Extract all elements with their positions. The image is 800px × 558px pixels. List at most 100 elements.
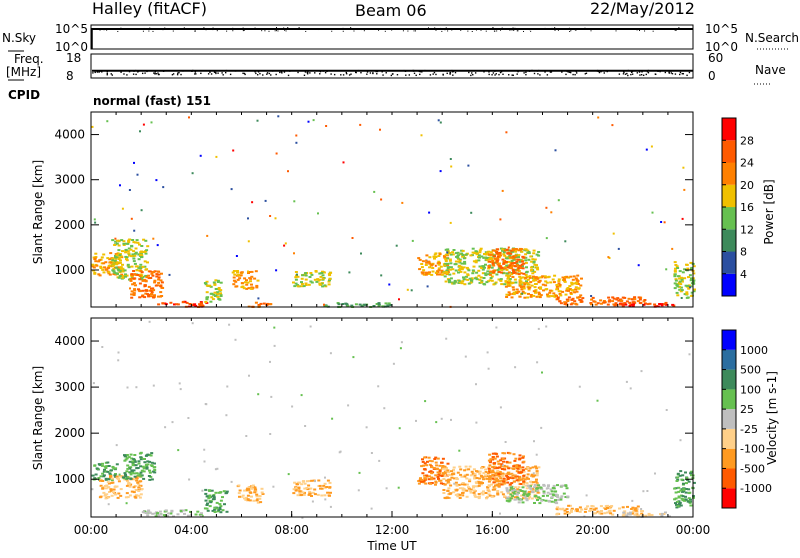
nsky-point — [572, 28, 574, 30]
nave-point — [111, 74, 114, 76]
heatmap-cell — [254, 270, 258, 273]
heatmap-cell — [503, 482, 507, 485]
nave-point — [449, 73, 451, 75]
heatmap-cell — [137, 486, 141, 489]
heatmap-cell — [477, 269, 481, 272]
heatmap-cell — [563, 279, 567, 282]
heatmap-cell — [102, 470, 106, 473]
heatmap-cell — [448, 258, 452, 261]
heatmap-cell — [497, 485, 501, 488]
heatmap-cell — [435, 271, 439, 274]
heatmap-cell — [142, 467, 146, 470]
heatmap-cell — [127, 247, 131, 250]
nave-point — [350, 73, 352, 75]
heatmap-cell — [139, 263, 143, 266]
heatmap-cell — [450, 470, 453, 473]
heatmap-cell — [678, 503, 682, 506]
heatmap-cell — [91, 474, 95, 477]
heatmap-cell — [125, 484, 129, 487]
heatmap-cell — [618, 507, 621, 510]
heatmap-cell — [302, 480, 305, 483]
heatmap-cell — [688, 353, 691, 356]
heatmap-cell — [550, 500, 554, 503]
heatmap-cell — [589, 303, 593, 306]
heatmap-cell — [303, 491, 306, 494]
heatmap-cell — [379, 128, 381, 131]
heatmap-cell — [514, 281, 518, 284]
heatmap-cell — [111, 257, 115, 260]
heatmap-cell — [101, 462, 104, 465]
heatmap-cell — [454, 269, 458, 272]
heatmap-cell — [558, 285, 562, 288]
heatmap-cell — [214, 491, 218, 494]
heatmap-cell — [323, 303, 325, 306]
heatmap-cell — [242, 287, 246, 290]
heatmap-cell — [450, 165, 453, 168]
heatmap-cell — [588, 510, 592, 512]
heatmap-cell — [572, 275, 576, 278]
heatmap-cell — [527, 292, 530, 295]
heatmap-cell — [130, 217, 133, 220]
heatmap-cell — [532, 275, 535, 278]
heatmap-cell — [623, 510, 627, 513]
heatmap-cell — [618, 303, 622, 306]
nave-point — [498, 73, 500, 76]
heatmap-cell — [517, 480, 521, 483]
heatmap-cell — [490, 253, 493, 256]
nsky-point — [644, 30, 646, 32]
heatmap-cell — [99, 479, 102, 482]
heatmap-cell — [292, 492, 296, 495]
nsky-point — [574, 29, 576, 31]
heatmap-cell — [126, 386, 129, 389]
nsky-point — [583, 28, 585, 30]
heatmap-cell — [517, 249, 521, 252]
heatmap-cell — [139, 252, 143, 255]
heatmap-cell — [323, 284, 327, 287]
heatmap-cell — [515, 475, 519, 478]
heatmap-cell — [673, 275, 677, 278]
heatmap-cell — [626, 515, 629, 518]
heatmap-cell — [682, 166, 685, 169]
heatmap-cell — [478, 256, 481, 259]
colorbar-label: 500 — [740, 364, 761, 377]
heatmap-cell — [533, 484, 537, 486]
nsky-point — [495, 28, 497, 30]
heatmap-cell — [473, 493, 477, 496]
heatmap-cell — [304, 278, 308, 281]
heatmap-cell — [392, 362, 395, 365]
heatmap-cell — [93, 218, 96, 221]
colorbar-label: 100 — [740, 383, 761, 396]
heatmap-cell — [141, 289, 145, 292]
heatmap-cell — [316, 278, 320, 281]
heatmap-cell — [444, 280, 448, 283]
heatmap-cell — [454, 481, 458, 484]
heatmap-cell — [522, 281, 526, 284]
heatmap-cell — [300, 285, 304, 288]
heatmap-cell — [495, 455, 499, 458]
heatmap-cell — [519, 277, 523, 280]
nsky-point — [263, 28, 265, 30]
heatmap-cell — [275, 152, 278, 155]
nave-point — [495, 73, 497, 75]
heatmap-cell — [564, 293, 568, 296]
heatmap-cell — [115, 444, 118, 447]
nave-point — [369, 72, 372, 74]
time-tick-label: 20:00 — [575, 523, 610, 537]
nave-point — [623, 71, 625, 74]
heatmap-cell — [546, 494, 549, 497]
heatmap-cell — [293, 285, 297, 288]
heatmap-cell — [129, 279, 133, 282]
heatmap-cell — [172, 515, 175, 518]
heatmap-cell — [500, 267, 504, 270]
heatmap-cell — [269, 215, 272, 217]
heatmap-cell — [131, 461, 135, 464]
heatmap-cell — [497, 473, 501, 475]
heatmap-cell — [521, 466, 525, 469]
heatmap-cell — [640, 370, 643, 373]
heatmap-cell — [117, 258, 121, 260]
heatmap-cell — [678, 280, 682, 283]
heatmap-cell — [447, 279, 451, 281]
heatmap-cell — [137, 288, 140, 291]
heatmap-cell — [126, 477, 130, 480]
